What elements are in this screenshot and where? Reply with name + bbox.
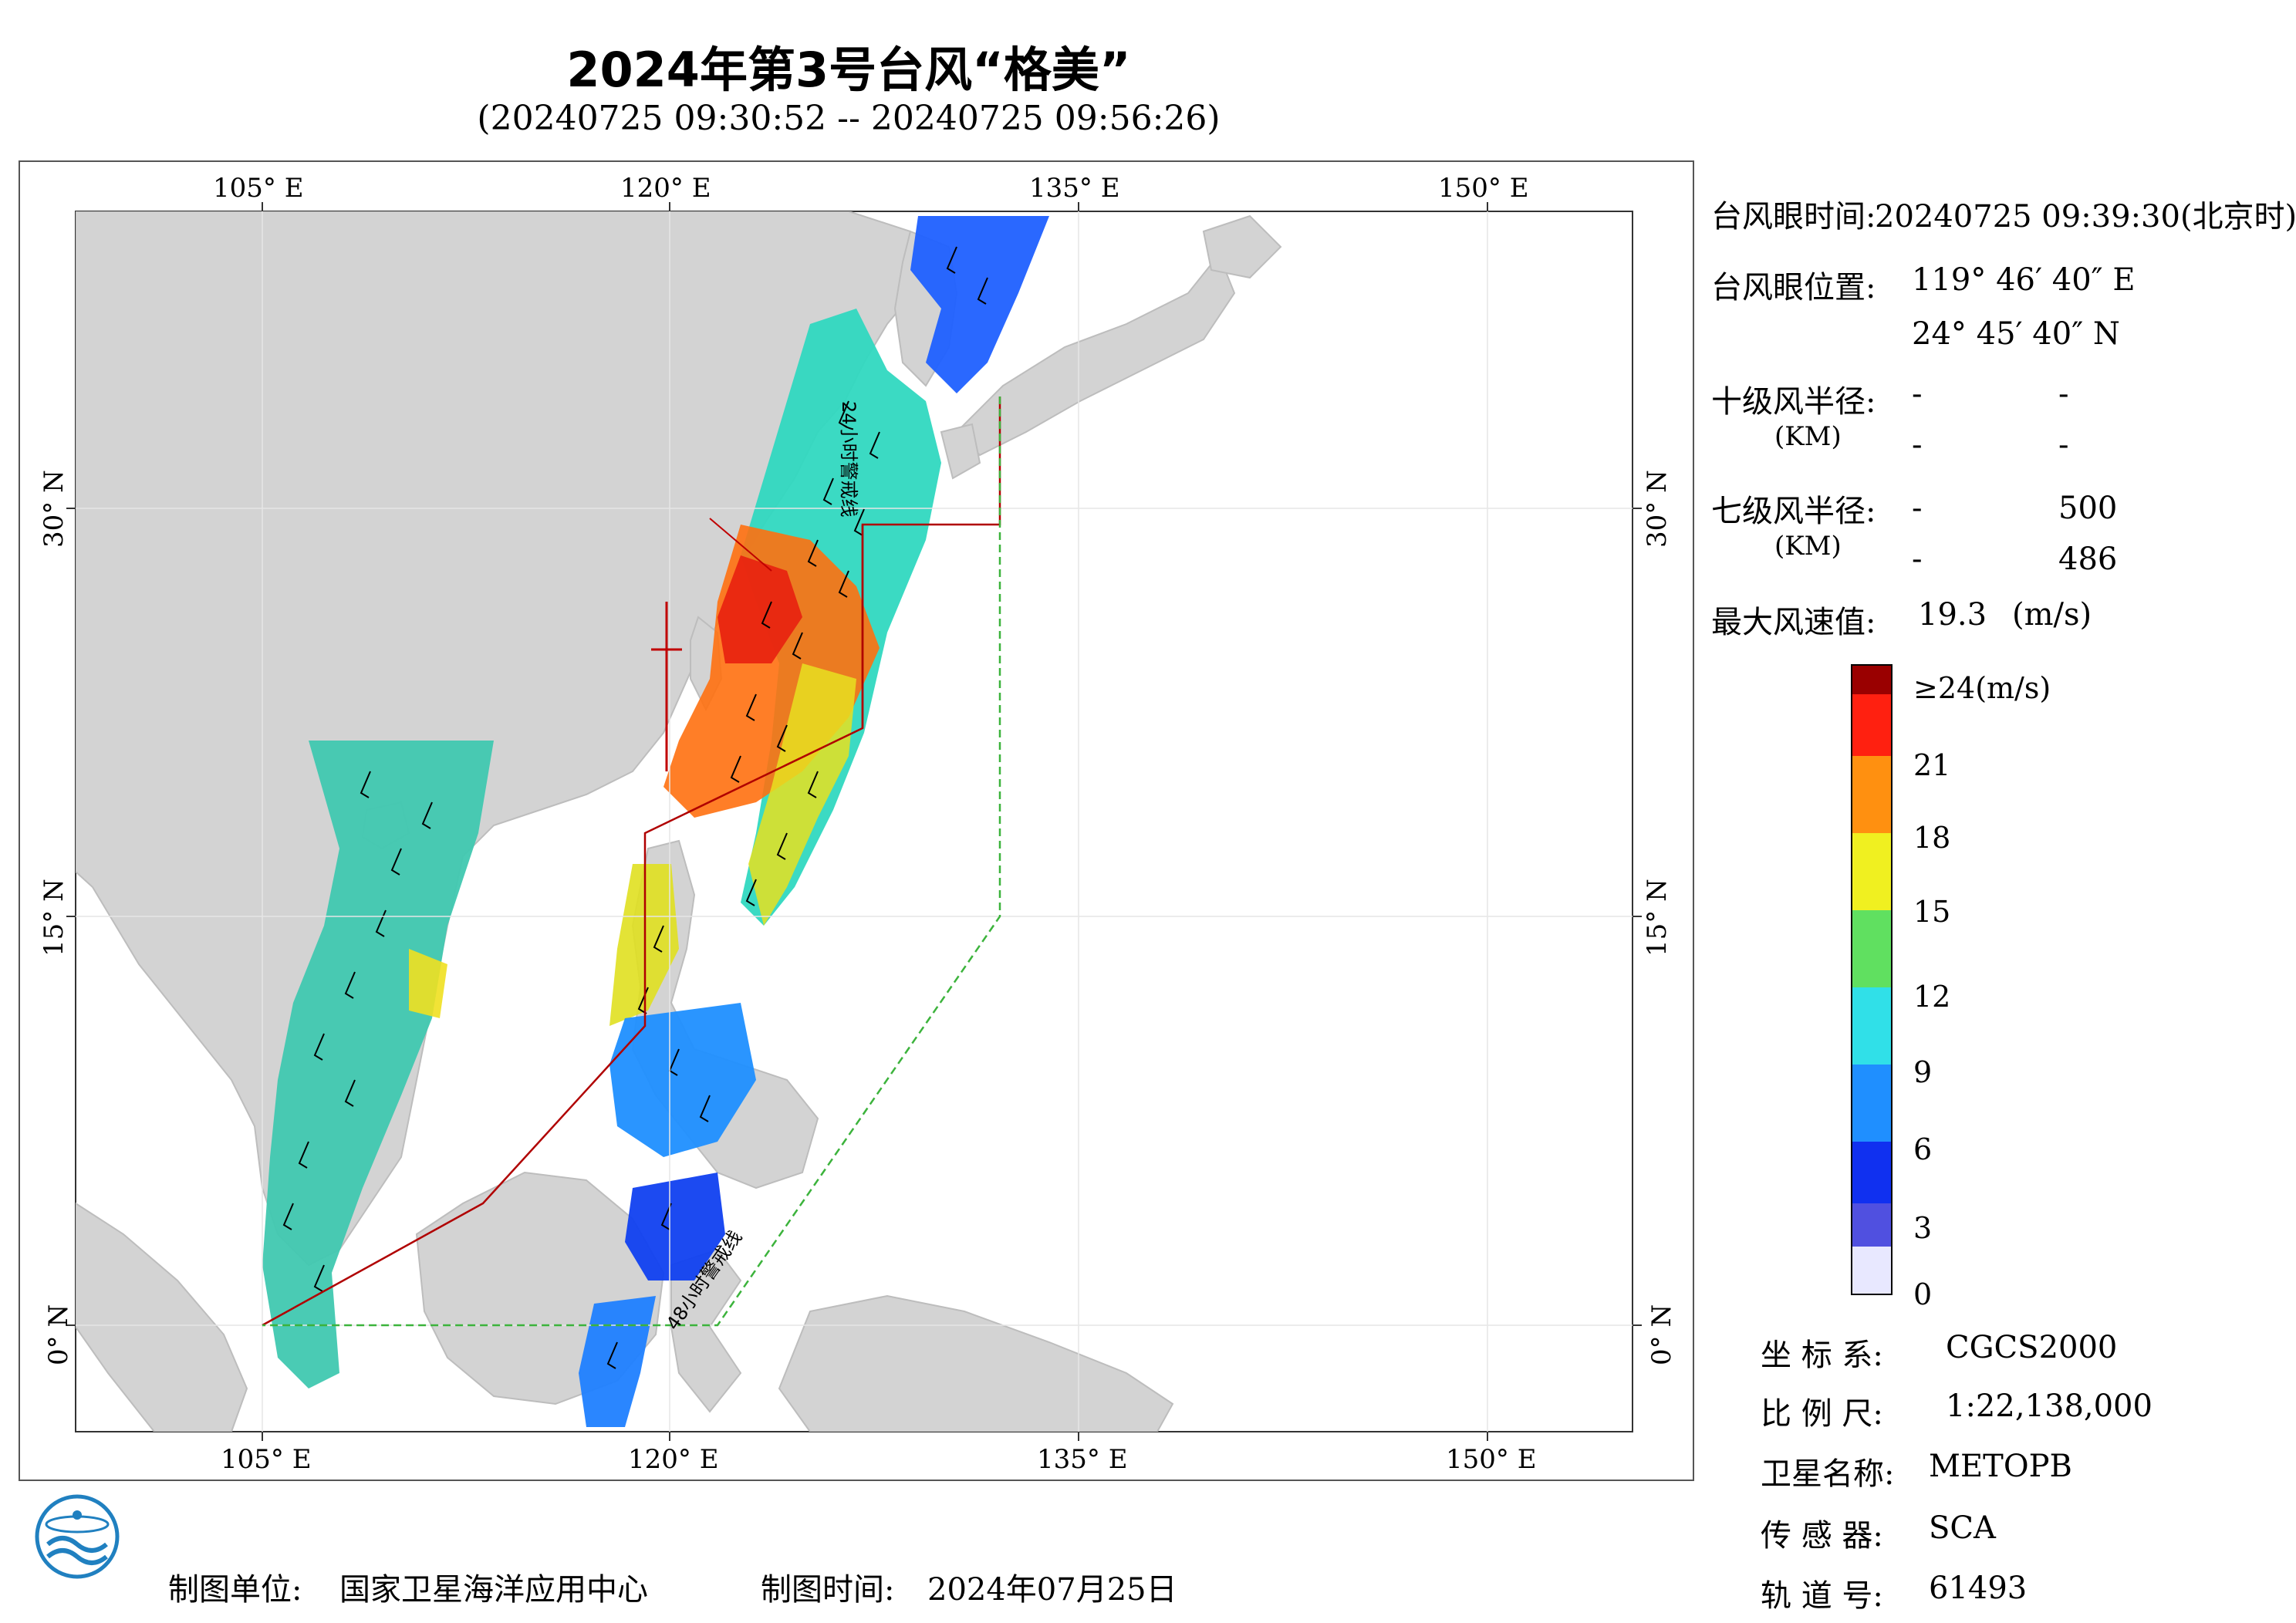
lon-tick-top-4: 150° E (1438, 173, 1529, 204)
eye-pos-label: 台风眼位置: (1711, 270, 1876, 305)
swath-molucca (579, 1296, 656, 1427)
wind-swaths (262, 216, 1049, 1427)
colorbar (1851, 664, 1893, 1295)
sumatra (76, 1202, 248, 1432)
lon-tick-bottom-3: 135° E (1037, 1444, 1128, 1475)
wind-barbs (282, 246, 988, 1369)
eye-lon: 119° 46′ 40″ E (1912, 262, 2136, 298)
swath-north (910, 216, 1049, 393)
swath-scs-west (262, 741, 494, 1388)
orbit-value: 61493 (1929, 1571, 2028, 1606)
date-label: 制图时间: (761, 1572, 895, 1608)
lat-tick-right-3: 0° N (1646, 1304, 1677, 1365)
r7-row2-a: - (1912, 542, 1923, 577)
eye-time-label: 台风眼时间: (1711, 199, 1876, 235)
japan-honshu (955, 253, 1236, 457)
lon-tick-top-2: 120° E (620, 173, 711, 204)
eye-lat: 24° 45′ 40″ N (1912, 316, 2120, 352)
r10-row1-a: - (1912, 376, 1923, 412)
crs-value: CGCS2000 (1946, 1330, 2118, 1365)
sensor-value: SCA (1929, 1510, 1996, 1546)
r7-row1-b: 500 (2058, 491, 2118, 526)
colorbar-tick-21: 21 (1913, 748, 1951, 782)
crs-label: 坐 标 系: (1761, 1338, 1883, 1373)
warning-line-48h (262, 396, 1001, 1327)
swath-scs-yellow (409, 949, 447, 1018)
lat-tick-left-2: 15° N (39, 879, 69, 957)
lat-tick-left-1: 30° N (39, 470, 69, 548)
producer-label: 制图单位: (168, 1572, 302, 1608)
new-guinea (778, 1294, 1174, 1432)
lat-tick-right-1: 30° N (1642, 470, 1673, 548)
r10-label: 十级风半径: (1711, 384, 1876, 420)
lon-tick-top-3: 135° E (1029, 173, 1120, 204)
colorbar-tick-6: 6 (1913, 1132, 1933, 1166)
colorbar-top-label: ≥24(m/s) (1913, 671, 2051, 705)
swath-celebes (625, 1173, 725, 1281)
r7-unit: (KM) (1774, 531, 1842, 562)
sensor-label: 传 感 器: (1761, 1518, 1883, 1554)
satellite-value: METOPB (1929, 1449, 2072, 1484)
swath-yellow-band (748, 663, 856, 926)
line-24h-label: 24小时警戒线 (838, 401, 859, 518)
japan-hokkaido (1202, 214, 1282, 279)
swath-sulu (609, 1003, 756, 1157)
r7-label: 七级风半径: (1711, 494, 1876, 529)
colorbar-tick-3: 3 (1913, 1211, 1933, 1245)
japan-kyushu (940, 423, 981, 480)
colorbar-tick-12: 12 (1913, 980, 1951, 1014)
nsoas-logo (35, 1494, 120, 1579)
lat-tick-left-3: 0° N (43, 1304, 74, 1365)
max-wind-value: 19.3 (1918, 597, 1987, 633)
producer-value: 国家卫星海洋应用中心 (339, 1572, 648, 1608)
typhoon-eye-marker (651, 602, 682, 771)
swath-taiwan-max (718, 555, 802, 663)
r10-row1-b: - (2058, 376, 2069, 412)
colorbar-tick-18: 18 (1913, 821, 1951, 855)
lon-tick-bottom-1: 105° E (221, 1444, 312, 1475)
lon-tick-bottom-2: 120° E (628, 1444, 719, 1475)
colorbar-tick-9: 9 (1913, 1055, 1933, 1089)
r10-row2-a: - (1912, 427, 1923, 463)
satellite-label: 卫星名称: (1761, 1456, 1895, 1492)
colorbar-tick-0: 0 (1913, 1277, 1933, 1311)
scale-value: 1:22,138,000 (1946, 1388, 2152, 1424)
lon-tick-top-1: 105° E (213, 173, 304, 204)
sulawesi (670, 1248, 742, 1413)
max-wind-unit: (m/s) (2012, 597, 2092, 633)
warning-line-24h (262, 396, 1001, 1327)
r7-row2-b: 486 (2058, 542, 2118, 577)
frame-ticks (66, 202, 1642, 1441)
r10-row2-b: - (2058, 427, 2069, 463)
lat-tick-right-2: 15° N (1642, 879, 1673, 957)
time-range-subtitle: (20240725 09:30:52 -- 20240725 09:56:26) (477, 99, 1221, 138)
eye-time-value: 20240725 09:39:30(北京时) (1875, 199, 2296, 235)
date-value: 2024年07月25日 (927, 1572, 1177, 1608)
page-title: 2024年第3号台风“格美” (566, 42, 1131, 98)
land (76, 211, 1282, 1432)
typhoon-track (709, 518, 772, 572)
map-frame (19, 160, 1694, 1481)
lon-tick-bottom-4: 150° E (1446, 1444, 1537, 1475)
scale-label: 比 例 尺: (1761, 1396, 1883, 1432)
orbit-label: 轨 道 号: (1761, 1578, 1883, 1614)
colorbar-tick-15: 15 (1913, 895, 1951, 929)
r7-row1-a: - (1912, 491, 1923, 526)
max-wind-label: 最大风速值: (1711, 605, 1876, 640)
r10-unit: (KM) (1774, 421, 1842, 452)
